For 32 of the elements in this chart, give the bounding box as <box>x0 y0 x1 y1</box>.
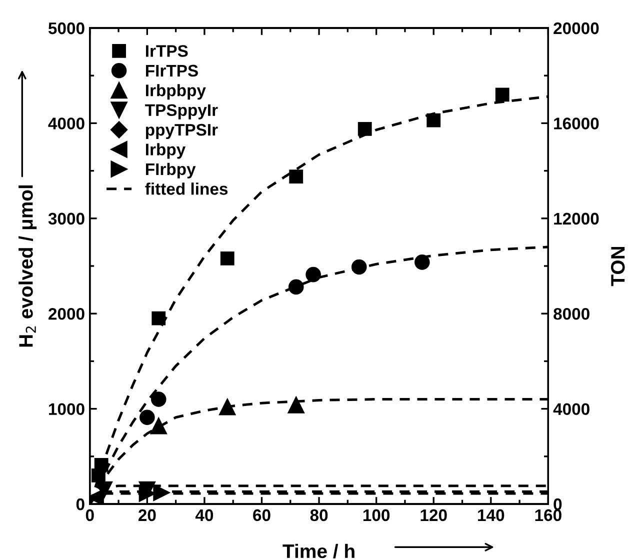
y-tick-label: 5000 <box>48 22 84 34</box>
y2-tick-label: 0 <box>554 498 562 510</box>
y2-tick-label: 20000 <box>554 22 599 34</box>
x-tick-label: 40 <box>195 509 214 522</box>
legend-label: IrTPS <box>146 45 188 57</box>
y2-tick-label: 16000 <box>554 118 599 130</box>
x-tick-label: 140 <box>478 509 504 522</box>
y2-tick-label: 4000 <box>553 403 590 416</box>
y2-axis-title: TON <box>611 246 625 286</box>
legend-label: ppyTPSIr <box>146 124 218 140</box>
legend-label: FIrTPS <box>146 64 198 77</box>
y-tick-label: 3000 <box>48 212 84 225</box>
x-tick-label: 60 <box>253 509 270 522</box>
y-tick-label: 2000 <box>48 308 84 320</box>
x-axis-title: Time / h <box>282 544 354 558</box>
x-tick-label: 120 <box>420 509 447 522</box>
x-tick-label: 160 <box>535 509 562 522</box>
y-tick-label: 4000 <box>48 118 84 130</box>
legend-label: Irbpy <box>146 143 186 159</box>
x-tick-label: 80 <box>310 509 328 522</box>
legend-label: FIrbpy <box>146 162 196 178</box>
y-axis-title: H$_{2}$ evolved / μmol <box>18 185 37 347</box>
y-tick-label: 1000 <box>49 403 84 416</box>
y2-tick-label: 12000 <box>554 212 599 225</box>
y2-tick-label: 8000 <box>554 308 590 320</box>
y-tick-label: 0 <box>76 498 84 510</box>
x-tick-label: 20 <box>138 509 156 522</box>
legend-label: TPSppyIr <box>145 104 218 120</box>
x-tick-label: 100 <box>363 509 390 522</box>
legend-label: Irbpbpy <box>146 84 206 100</box>
x-tick-label: 0 <box>86 509 94 522</box>
legend-label: fitted lines <box>145 182 228 195</box>
